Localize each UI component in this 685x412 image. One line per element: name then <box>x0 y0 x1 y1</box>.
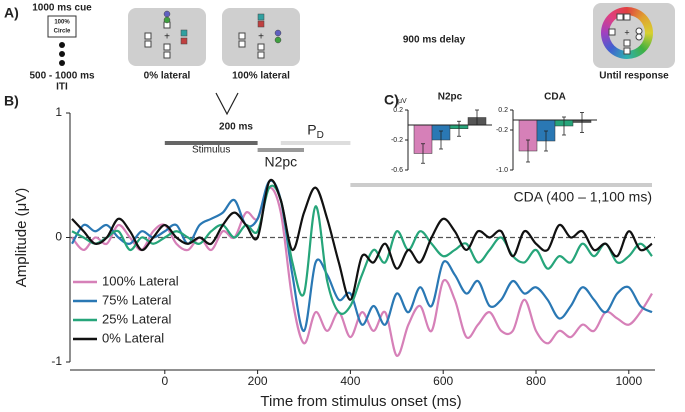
cue-text: 1000 ms cue <box>32 3 92 14</box>
svg-text:+: + <box>624 27 629 37</box>
frame: + <box>128 8 206 66</box>
span-label: N2pc <box>264 154 297 170</box>
y-axis-label: μV <box>398 98 407 105</box>
span-label: Stimulus <box>192 145 230 156</box>
series-line <box>71 178 653 301</box>
dot <box>59 51 65 57</box>
frame-label: Until response <box>599 71 669 82</box>
svg-text:+: + <box>164 32 170 43</box>
span-bar <box>350 183 652 187</box>
y-tick-label: -1 <box>51 354 62 368</box>
delay-text: 900 ms delay <box>403 35 466 46</box>
x-tick-label: 800 <box>526 374 546 388</box>
iti-text: 500 - 1000 ms <box>29 71 94 82</box>
y-tick-label: 1 <box>55 105 62 119</box>
span-label: CDA (400 – 1,100 ms) <box>513 189 652 205</box>
legend-label: 25% Lateral <box>102 311 171 326</box>
panel-label: A) <box>4 5 19 21</box>
legend-label: 0% Lateral <box>102 330 164 345</box>
y-tick-label: -0.6 <box>391 167 403 174</box>
iti-text: ITI <box>56 82 68 93</box>
y-tick-label: -0.2 <box>391 137 403 144</box>
span-bar <box>164 141 258 145</box>
interval-arrow <box>215 92 239 116</box>
y-tick-label: 0.2 <box>393 107 403 114</box>
series-line <box>71 186 653 357</box>
svg-text:+: + <box>258 32 264 43</box>
interval-text: 200 ms <box>219 122 253 133</box>
y-tick-label: 0.2 <box>498 107 508 114</box>
x-tick-label: 0 <box>161 374 168 388</box>
chart-title: N2pc <box>438 92 463 103</box>
panel-label: B) <box>4 93 19 109</box>
x-tick-label: 600 <box>433 374 453 388</box>
span-bar <box>257 148 304 152</box>
x-tick-label: 1000 <box>615 374 642 388</box>
chart-title: CDA <box>544 92 566 103</box>
legend-label: 75% Lateral <box>102 292 171 307</box>
span-bar <box>280 141 351 145</box>
span-label-sub: D <box>317 130 324 141</box>
frame-label: 100% lateral <box>232 71 290 82</box>
dot <box>59 60 65 66</box>
frame: + <box>222 8 300 66</box>
x-tick-label: 200 <box>248 374 268 388</box>
legend-label: 100% Lateral <box>102 273 179 288</box>
y-tick-label: -0.2 <box>496 127 508 134</box>
frame-label: 0% lateral <box>144 71 191 82</box>
y-axis-label: Amplitude (μV) <box>13 188 30 288</box>
x-axis-label: Time from stimulus onset (ms) <box>260 393 461 410</box>
panel-label: C) <box>384 92 399 108</box>
y-tick-label: -1.0 <box>496 167 508 174</box>
x-tick-label: 400 <box>340 374 360 388</box>
cue-box <box>47 15 77 38</box>
series-line <box>71 184 653 315</box>
y-tick-label: 0 <box>55 230 62 244</box>
cue-box-text: Circle <box>54 29 71 35</box>
dot <box>59 42 65 48</box>
cue-box-text: 100% <box>54 20 70 26</box>
